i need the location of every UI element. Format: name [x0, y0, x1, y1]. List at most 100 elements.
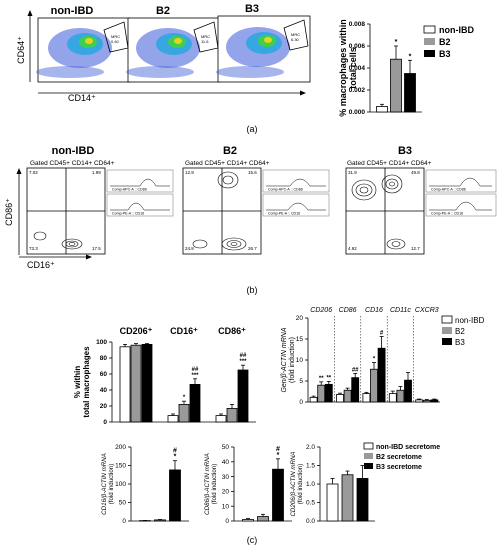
quadrant-value: 12.9: [185, 170, 194, 175]
bar: [130, 344, 142, 423]
y-axis-label-line: total macrophages: [82, 346, 91, 418]
bar: [415, 399, 424, 403]
y-tick-label: 0: [225, 518, 229, 525]
panel-c-percent-chart: 0 20 40 60 80 100 % withintotal macrophages CD2…: [73, 326, 256, 426]
significance-mark: #: [380, 330, 384, 336]
y-tick-label: 200: [115, 444, 126, 451]
y-axis-label: % withintotal macrophages: [73, 346, 91, 418]
legend-label: non-IBD: [439, 25, 474, 35]
y-axis-label: CD16/β-ACTIN mRNA(fold induction): [101, 453, 115, 515]
legend-swatch-b2: [364, 453, 373, 459]
y-axis-label-line: (fold induction): [108, 464, 115, 505]
panel-c-caption: (c): [247, 535, 258, 545]
panel-a-caption: (a): [247, 124, 258, 134]
gate-label: MRC: [111, 34, 120, 39]
panel-a-flow: non-IBD B2 B3: [16, 3, 311, 103]
bar: [390, 58, 402, 113]
legend-label: non-IBD secretome: [376, 444, 440, 451]
y-tick-label: 0.0: [306, 518, 315, 525]
bar: [237, 369, 249, 423]
group-label: CXCR3: [415, 307, 439, 314]
group-label: CD206: [310, 307, 332, 314]
legend-swatch-non-ibd: [363, 442, 374, 450]
legend-swatch-non-ibd: [423, 25, 436, 34]
flow-density-cloud: [126, 28, 200, 78]
bar: [430, 399, 439, 403]
bar: [154, 519, 166, 522]
significance-mark: **: [319, 376, 324, 382]
panel-b-group-label: B2: [223, 145, 237, 157]
bar: [336, 394, 344, 403]
y-tick-label: 30: [222, 474, 230, 481]
legend-label: B2: [455, 327, 465, 336]
y-tick-label: 80: [100, 355, 108, 362]
y-tick-label: 0.008: [349, 21, 366, 28]
gate-value: 0.40: [111, 39, 120, 44]
legend-swatch-b3: [442, 338, 452, 345]
y-tick-label: 2.0: [306, 444, 315, 451]
legend-swatch-b3: [364, 463, 373, 469]
legend-label: non-IBD: [455, 316, 485, 325]
gate-value: 11.6: [201, 39, 209, 44]
y-tick-label: 60: [100, 371, 108, 378]
panel-c-legend-genes: non-IBD B2 B3: [441, 315, 485, 347]
legend-swatch-non-ibd: [441, 315, 453, 324]
bar: [257, 516, 269, 522]
y-tick-label: 10: [296, 357, 304, 364]
significance-mark: *: [183, 395, 186, 401]
quadrant-value: 17.5: [92, 246, 101, 251]
y-tick-label: 40: [222, 459, 230, 466]
legend-swatch-b2: [442, 327, 452, 334]
flow-density-cloud: [36, 28, 112, 78]
y-axis-label-line: CD206/β-ACTIN mRNA: [290, 451, 297, 516]
y-axis-label-line: CD16/β-ACTIN mRNA: [101, 453, 108, 515]
bar: [309, 396, 318, 403]
histogram-inset: Comp-APC-A :: CD86 Comp-PE-A :: CD16: [425, 169, 497, 217]
y-tick-label: 5: [299, 378, 303, 385]
y-axis-label-line: (fold induction): [297, 464, 304, 505]
panel-a-group-label: B2: [156, 5, 170, 17]
y-tick-label: 1.0: [306, 481, 315, 488]
bar: [169, 469, 181, 522]
bar: [376, 106, 388, 113]
bar: [324, 383, 333, 403]
bar: [377, 347, 386, 403]
y-tick-label: 20: [100, 403, 108, 410]
y-tick-label: 0.5: [306, 500, 315, 507]
y-axis-label-line: total cells: [348, 47, 358, 89]
legend-label: B3: [455, 338, 465, 347]
contour-cloud: [351, 174, 406, 250]
panel-a-group-label: B3: [245, 3, 259, 15]
y-tick-label: 0: [299, 399, 303, 406]
y-tick-label: 50: [222, 444, 230, 451]
contour-cloud: [192, 171, 247, 251]
quadrant-value: 7.02: [29, 170, 38, 175]
panel-c-cd86-chart: 0 10 20 30 40 50 CD86/β-ACTIN mRNA(fold induct…: [204, 444, 292, 525]
gate-label: MRC: [201, 34, 210, 39]
bar: [317, 384, 326, 403]
bar: [404, 73, 416, 113]
panel-b-flow: non-IBD B2 B3 Gated CD45+ CD14+ CD64+ Ga…: [4, 145, 497, 270]
y-tick-label: 0.000: [349, 109, 366, 116]
gate-label: MRC: [291, 32, 300, 37]
bar: [404, 379, 412, 403]
significance-mark: **: [326, 375, 331, 381]
y-tick-label: 10: [222, 503, 230, 510]
bar: [167, 415, 179, 423]
bar: [351, 377, 360, 403]
bar: [422, 399, 431, 403]
significance-mark: *: [409, 53, 412, 60]
panel-b-group-label: non-IBD: [52, 145, 95, 157]
significance-mark: ***: [191, 373, 199, 379]
quadrant-value: 1.99: [92, 170, 101, 175]
flow-gate: [283, 19, 309, 51]
panel-b-x-axis-label: CD16⁺: [27, 260, 55, 270]
group-label: CD86: [339, 307, 357, 314]
panel-a-bar-chart: 0.000 0.002 0.004 0.006 0.008% macrophages w…: [338, 19, 422, 117]
significance-mark: #: [173, 448, 177, 455]
y-tick-label: 100: [115, 481, 126, 488]
bar: [178, 403, 190, 423]
